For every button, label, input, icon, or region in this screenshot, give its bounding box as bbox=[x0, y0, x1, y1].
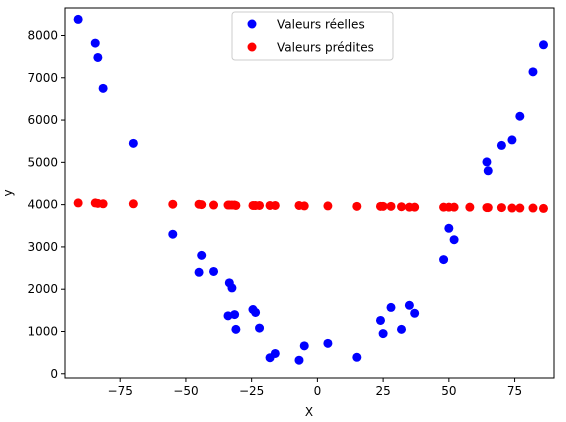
real-value-point bbox=[73, 14, 83, 24]
real-value-point bbox=[168, 229, 178, 239]
predicted-value-point bbox=[323, 201, 333, 211]
real-value-point bbox=[209, 266, 219, 276]
real-value-point bbox=[230, 310, 240, 320]
predicted-value-point bbox=[483, 203, 493, 213]
y-tick-label: 5000 bbox=[27, 155, 58, 169]
x-axis: −75 −50 −25 0 25 50 75 bbox=[108, 378, 522, 398]
y-tick-label: 3000 bbox=[27, 240, 58, 254]
predicted-value-point bbox=[231, 200, 241, 210]
series-predicted-values bbox=[73, 198, 548, 213]
plot-frame bbox=[64, 7, 555, 379]
real-value-point bbox=[404, 300, 414, 310]
real-value-point bbox=[294, 355, 304, 365]
predicted-value-point bbox=[386, 201, 396, 211]
predicted-value-point bbox=[209, 200, 219, 210]
real-value-point bbox=[496, 140, 506, 150]
legend-box bbox=[231, 11, 394, 61]
predicted-value-point bbox=[496, 203, 506, 213]
real-value-point bbox=[528, 67, 538, 77]
y-tick-label: 0 bbox=[50, 367, 58, 381]
predicted-value-point bbox=[128, 199, 138, 209]
real-value-point bbox=[194, 267, 204, 277]
predicted-value-point bbox=[98, 199, 108, 209]
real-value-point bbox=[93, 52, 103, 62]
real-value-point bbox=[397, 324, 407, 334]
real-value-point bbox=[386, 302, 396, 312]
predicted-value-point bbox=[465, 202, 475, 212]
x-tick-label: −25 bbox=[239, 384, 264, 398]
predicted-value-point bbox=[194, 199, 204, 209]
x-axis-label: X bbox=[305, 405, 313, 419]
legend: Valeurs réelles Valeurs prédites bbox=[231, 11, 394, 61]
y-tick-label: 7000 bbox=[27, 71, 58, 85]
y-axis-label: y bbox=[1, 189, 15, 196]
predicted-value-point bbox=[397, 202, 407, 212]
predicted-value-point bbox=[255, 200, 265, 210]
points-layer bbox=[73, 14, 548, 365]
real-value-point bbox=[128, 138, 138, 148]
real-value-point bbox=[227, 283, 237, 293]
real-value-point bbox=[507, 135, 517, 145]
real-value-point bbox=[251, 307, 261, 317]
real-value-point bbox=[444, 223, 454, 233]
y-tick-label: 1000 bbox=[27, 324, 58, 338]
real-value-point bbox=[482, 157, 492, 167]
predicted-value-point bbox=[515, 203, 525, 213]
predicted-value-point bbox=[270, 200, 280, 210]
predicted-value-point bbox=[538, 203, 548, 213]
real-value-point bbox=[90, 38, 100, 48]
predicted-value-point bbox=[168, 199, 178, 209]
y-tick-label: 8000 bbox=[27, 28, 58, 42]
real-value-point bbox=[323, 338, 333, 348]
real-value-point bbox=[352, 352, 362, 362]
x-tick-label: −75 bbox=[108, 384, 133, 398]
predicted-value-point bbox=[507, 203, 517, 213]
predicted-value-point bbox=[73, 198, 83, 208]
real-value-point bbox=[538, 40, 548, 50]
real-value-point bbox=[98, 83, 108, 93]
real-value-point bbox=[270, 348, 280, 358]
legend-label-real: Valeurs réelles bbox=[277, 18, 365, 32]
predicted-value-point bbox=[378, 201, 388, 211]
y-axis: 0 1000 2000 3000 4000 5000 6000 7000 8000 bbox=[27, 28, 65, 381]
x-tick-label: 25 bbox=[375, 384, 390, 398]
y-tick-label: 4000 bbox=[27, 198, 58, 212]
predicted-value-point bbox=[223, 200, 233, 210]
real-value-point bbox=[483, 166, 493, 176]
real-value-point bbox=[197, 250, 207, 260]
real-value-point bbox=[449, 235, 459, 245]
real-value-point bbox=[410, 308, 420, 318]
real-value-point bbox=[255, 323, 265, 333]
y-tick-label: 2000 bbox=[27, 282, 58, 296]
real-value-point bbox=[375, 315, 385, 325]
predicted-value-point bbox=[352, 201, 362, 211]
y-tick-label: 6000 bbox=[27, 113, 58, 127]
real-value-point bbox=[299, 341, 309, 351]
x-tick-label: 75 bbox=[507, 384, 522, 398]
x-tick-label: −50 bbox=[173, 384, 198, 398]
real-value-point bbox=[378, 329, 388, 339]
real-value-point bbox=[515, 111, 525, 121]
predicted-value-point bbox=[299, 201, 309, 211]
legend-marker-predicted bbox=[247, 42, 257, 52]
series-real-values bbox=[73, 14, 548, 365]
x-tick-label: 0 bbox=[314, 384, 322, 398]
x-tick-label: 50 bbox=[441, 384, 456, 398]
legend-label-predicted: Valeurs prédites bbox=[277, 41, 374, 55]
predicted-value-point bbox=[449, 202, 459, 212]
legend-marker-real bbox=[247, 19, 257, 29]
real-value-point bbox=[231, 324, 241, 334]
predicted-value-point bbox=[528, 203, 538, 213]
predicted-value-point bbox=[410, 202, 420, 212]
real-value-point bbox=[439, 255, 449, 265]
